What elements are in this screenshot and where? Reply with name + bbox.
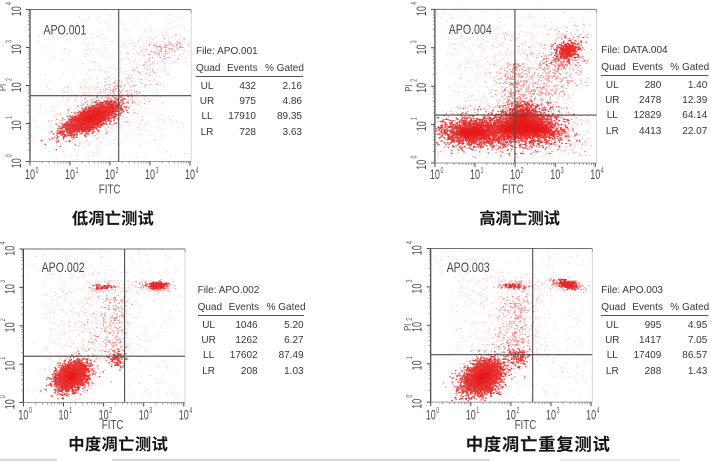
svg-text:10: 10 xyxy=(546,409,556,423)
svg-text:2: 2 xyxy=(410,79,418,82)
svg-text:10: 10 xyxy=(10,44,24,54)
svg-text:3: 3 xyxy=(561,167,564,175)
svg-text:4: 4 xyxy=(196,167,199,175)
svg-text:10: 10 xyxy=(415,83,429,93)
svg-text:10: 10 xyxy=(411,284,425,294)
svg-text:2: 2 xyxy=(517,407,520,415)
svg-text:0: 0 xyxy=(36,167,39,175)
svg-text:1: 1 xyxy=(406,356,414,359)
svg-text:10: 10 xyxy=(139,409,149,423)
svg-text:APO.001: APO.001 xyxy=(43,22,86,38)
svg-text:10: 10 xyxy=(4,284,18,294)
svg-text:10: 10 xyxy=(185,169,195,183)
svg-text:1: 1 xyxy=(481,167,484,175)
svg-text:10: 10 xyxy=(510,169,520,183)
svg-text:2: 2 xyxy=(109,407,112,415)
svg-text:4: 4 xyxy=(597,407,600,415)
svg-text:10: 10 xyxy=(179,409,189,423)
svg-text:3: 3 xyxy=(557,407,560,415)
svg-text:2: 2 xyxy=(0,318,7,321)
svg-text:3: 3 xyxy=(0,280,7,283)
svg-text:10: 10 xyxy=(586,409,596,423)
svg-text:10: 10 xyxy=(25,169,35,183)
svg-text:PI: PI xyxy=(402,324,413,331)
svg-text:10: 10 xyxy=(10,120,24,130)
svg-text:1: 1 xyxy=(0,356,7,359)
svg-text:10: 10 xyxy=(105,169,115,183)
svg-text:10: 10 xyxy=(411,322,425,332)
svg-text:10: 10 xyxy=(4,361,18,371)
svg-text:10: 10 xyxy=(411,360,425,370)
svg-text:3: 3 xyxy=(156,167,159,175)
svg-text:10: 10 xyxy=(65,169,75,183)
svg-text:10: 10 xyxy=(506,409,516,423)
svg-text:10: 10 xyxy=(550,169,560,183)
svg-text:10: 10 xyxy=(415,121,429,131)
svg-text:4: 4 xyxy=(5,2,13,5)
svg-text:4: 4 xyxy=(601,167,604,175)
svg-text:0: 0 xyxy=(436,407,439,415)
svg-text:10: 10 xyxy=(426,409,436,423)
svg-text:4: 4 xyxy=(0,241,7,244)
svg-text:4: 4 xyxy=(410,2,418,5)
svg-text:4: 4 xyxy=(189,407,192,415)
svg-text:APO.004: APO.004 xyxy=(449,22,492,38)
svg-text:FITC: FITC xyxy=(99,183,121,197)
svg-text:3: 3 xyxy=(406,279,414,282)
svg-text:10: 10 xyxy=(415,6,429,16)
svg-text:FITC: FITC xyxy=(502,183,524,197)
svg-text:1: 1 xyxy=(76,167,79,175)
svg-text:APO.002: APO.002 xyxy=(42,260,85,276)
svg-text:10: 10 xyxy=(59,409,69,423)
svg-text:FITC: FITC xyxy=(515,419,537,433)
svg-text:0: 0 xyxy=(406,394,414,397)
svg-text:4: 4 xyxy=(406,241,414,244)
svg-text:10: 10 xyxy=(10,82,24,92)
svg-text:1: 1 xyxy=(69,407,72,415)
svg-text:APO.003: APO.003 xyxy=(447,260,490,276)
svg-text:10: 10 xyxy=(99,409,109,423)
svg-text:10: 10 xyxy=(18,409,28,423)
svg-text:10: 10 xyxy=(4,246,18,256)
svg-text:10: 10 xyxy=(145,169,155,183)
svg-text:10: 10 xyxy=(10,6,24,16)
svg-text:1: 1 xyxy=(476,407,479,415)
svg-text:10: 10 xyxy=(466,409,476,423)
svg-text:10: 10 xyxy=(430,169,440,183)
svg-text:2: 2 xyxy=(116,167,119,175)
svg-text:0: 0 xyxy=(441,167,444,175)
svg-text:10: 10 xyxy=(411,399,425,409)
svg-text:0: 0 xyxy=(29,407,32,415)
svg-text:2: 2 xyxy=(521,167,524,175)
svg-text:10: 10 xyxy=(4,322,18,332)
svg-text:FITC: FITC xyxy=(102,419,124,433)
svg-text:3: 3 xyxy=(5,40,13,43)
svg-text:PI: PI xyxy=(0,324,2,331)
svg-text:1: 1 xyxy=(5,116,13,119)
svg-text:10: 10 xyxy=(4,399,18,409)
svg-text:10: 10 xyxy=(470,169,480,183)
svg-text:0: 0 xyxy=(5,154,13,157)
svg-text:PI: PI xyxy=(403,85,414,92)
svg-text:10: 10 xyxy=(415,160,429,170)
svg-text:0: 0 xyxy=(410,155,418,158)
svg-text:2: 2 xyxy=(5,78,13,81)
svg-text:3: 3 xyxy=(149,407,152,415)
svg-text:10: 10 xyxy=(590,169,600,183)
svg-text:10: 10 xyxy=(10,158,24,168)
svg-text:10: 10 xyxy=(411,245,425,255)
svg-text:2: 2 xyxy=(406,318,414,321)
svg-text:0: 0 xyxy=(0,395,7,398)
svg-text:3: 3 xyxy=(410,40,418,43)
svg-text:PI: PI xyxy=(0,84,8,91)
svg-text:10: 10 xyxy=(415,45,429,55)
svg-text:1: 1 xyxy=(410,117,418,120)
